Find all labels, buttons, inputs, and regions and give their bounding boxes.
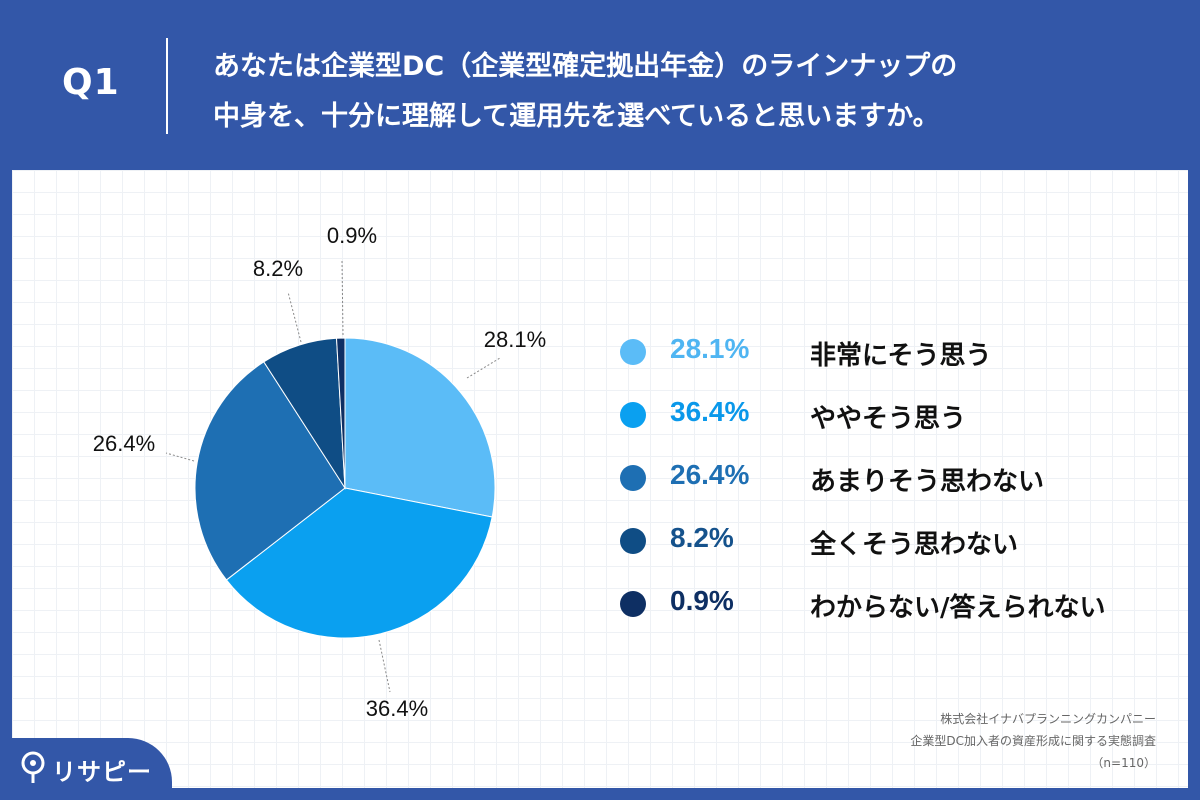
legend-percent-0: 28.1% [670,333,750,364]
location-pin-icon [21,751,45,783]
chart-panel: 28.1% 36.4% 26.4% 8.2% 0.9% 28.1% 非常にそう思う 36.4… [12,170,1188,788]
source-company: 株式会社イナバプランニングカンパニー [940,712,1156,726]
question-text: あなたは企業型DC（企業型確定拠出年金）のラインナップの 中身を、十分に理解して… [213,42,1173,142]
leader-line-1 [378,639,391,693]
pie-slice-2 [194,361,346,581]
legend-percent-3: 8.2% [670,522,734,553]
source-survey: 企業型DC加入者の資産形成に関する実態調査 [910,734,1156,748]
header-divider [166,38,168,134]
pie-slice-0 [344,337,496,518]
legend-percent-4: 0.9% [670,585,734,616]
legend-percent-2: 26.4% [670,459,750,490]
source-sample: （n=110） [1091,756,1156,770]
question-line-1: あなたは企業型DC（企業型確定拠出年金）のラインナップの [213,51,958,82]
source-note: 株式会社イナバプランニングカンパニー 企業型DC加入者の資産形成に関する実態調査… [910,708,1156,774]
brand-logo-text: リサピー [52,758,152,786]
question-number: Q1 [62,62,120,103]
data-label-3: 8.2% [253,256,303,281]
brand-logo: リサピー [0,738,172,800]
legend-percent-1: 36.4% [670,396,750,427]
leader-line-4 [341,259,344,336]
pie-slice-1 [225,487,493,639]
leader-line-3 [287,291,302,343]
data-label-4: 0.9% [327,223,377,248]
pie-chart: 28.1% 36.4% 26.4% 8.2% 0.9% [93,223,546,721]
data-label-1: 36.4% [366,696,428,721]
legend-label-3: 全くそう思わない [810,530,1019,560]
data-label-0: 28.1% [484,327,546,352]
legend-swatch-1 [620,402,646,428]
legend-label-0: 非常にそう思う [810,341,992,371]
legend-swatch-3 [620,528,646,554]
legend-label-1: ややそう思う [810,404,967,434]
leader-line-2 [165,452,195,462]
legend-swatch-2 [620,465,646,491]
legend-label-4: わからない/答えられない [810,593,1106,623]
legend-swatch-0 [620,339,646,365]
leader-line-0 [466,357,501,379]
data-label-2: 26.4% [93,431,155,456]
question-line-2: 中身を、十分に理解して運用先を選べていると思いますか。 [213,101,940,132]
legend-swatch-4 [620,591,646,617]
pie-slice-4 [335,337,346,489]
question-header: Q1 あなたは企業型DC（企業型確定拠出年金）のラインナップの 中身を、十分に理… [0,0,1200,170]
legend-label-2: あまりそう思わない [810,467,1045,497]
